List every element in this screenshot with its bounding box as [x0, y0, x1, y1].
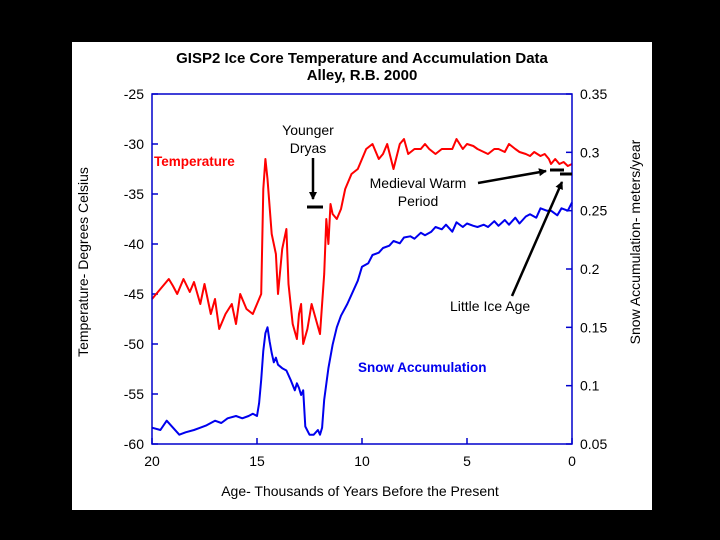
little-ice-age-arrow — [510, 181, 564, 297]
series-line-snow-accumulation — [151, 202, 573, 436]
x-axis-label: Age- Thousands of Years Before the Prese… — [221, 483, 499, 499]
left-tick-label: -55 — [124, 386, 144, 402]
medieval-warm-period-label-line1: Medieval Warm — [370, 175, 467, 191]
x-axis-ticks: 20 15 10 5 0 — [144, 438, 576, 469]
series-line-temperature — [151, 138, 573, 345]
medieval-warm-period-label-line2: Period — [398, 193, 438, 209]
right-tick-label: 0.1 — [580, 378, 600, 394]
left-tick-label: -30 — [124, 136, 144, 152]
x-tick-label: 20 — [144, 453, 160, 469]
plot-frame — [151, 93, 573, 445]
medieval-warm-period-arrow — [477, 168, 547, 185]
left-tick-label: -50 — [124, 336, 144, 352]
y-axis-right-label: Snow Accumulation- meters/year — [627, 139, 643, 344]
right-axis-ticks: 0.35 0.3 0.25 0.2 0.15 0.1 0.05 — [566, 86, 607, 452]
left-tick-label: -35 — [124, 186, 144, 202]
right-tick-label: 0.2 — [580, 261, 600, 277]
left-axis-ticks: -25 -30 -35 -40 -45 -50 -55 -60 — [124, 86, 158, 452]
x-tick-label: 5 — [463, 453, 471, 469]
right-tick-label: 0.35 — [580, 86, 607, 102]
left-tick-label: -25 — [124, 86, 144, 102]
chart-title: GISP2 Ice Core Temperature and Accumulat… — [176, 50, 548, 67]
younger-dryas-label-line1: Younger — [282, 122, 334, 138]
y-axis-left-label: Temperature- Degrees Celsius — [75, 167, 91, 357]
x-tick-label: 15 — [249, 453, 265, 469]
x-tick-label: 0 — [568, 453, 576, 469]
chart: GISP2 Ice Core Temperature and Accumulat… — [75, 50, 643, 499]
left-tick-label: -45 — [124, 286, 144, 302]
right-tick-label: 0.25 — [580, 203, 607, 219]
right-tick-label: 0.05 — [580, 436, 607, 452]
right-tick-label: 0.15 — [580, 319, 607, 335]
slide-panel: GISP2 Ice Core Temperature and Accumulat… — [72, 42, 652, 510]
temperature-label: Temperature — [154, 154, 235, 169]
snow-accumulation-label: Snow Accumulation — [358, 360, 487, 375]
left-tick-label: -40 — [124, 236, 144, 252]
little-ice-age-label: Little Ice Age — [450, 298, 530, 314]
series-layer — [151, 138, 573, 436]
younger-dryas-label-line2: Dryas — [290, 140, 327, 156]
chart-subtitle: Alley, R.B. 2000 — [307, 67, 418, 84]
right-tick-label: 0.3 — [580, 144, 600, 160]
x-tick-label: 10 — [354, 453, 370, 469]
left-tick-label: -60 — [124, 436, 144, 452]
